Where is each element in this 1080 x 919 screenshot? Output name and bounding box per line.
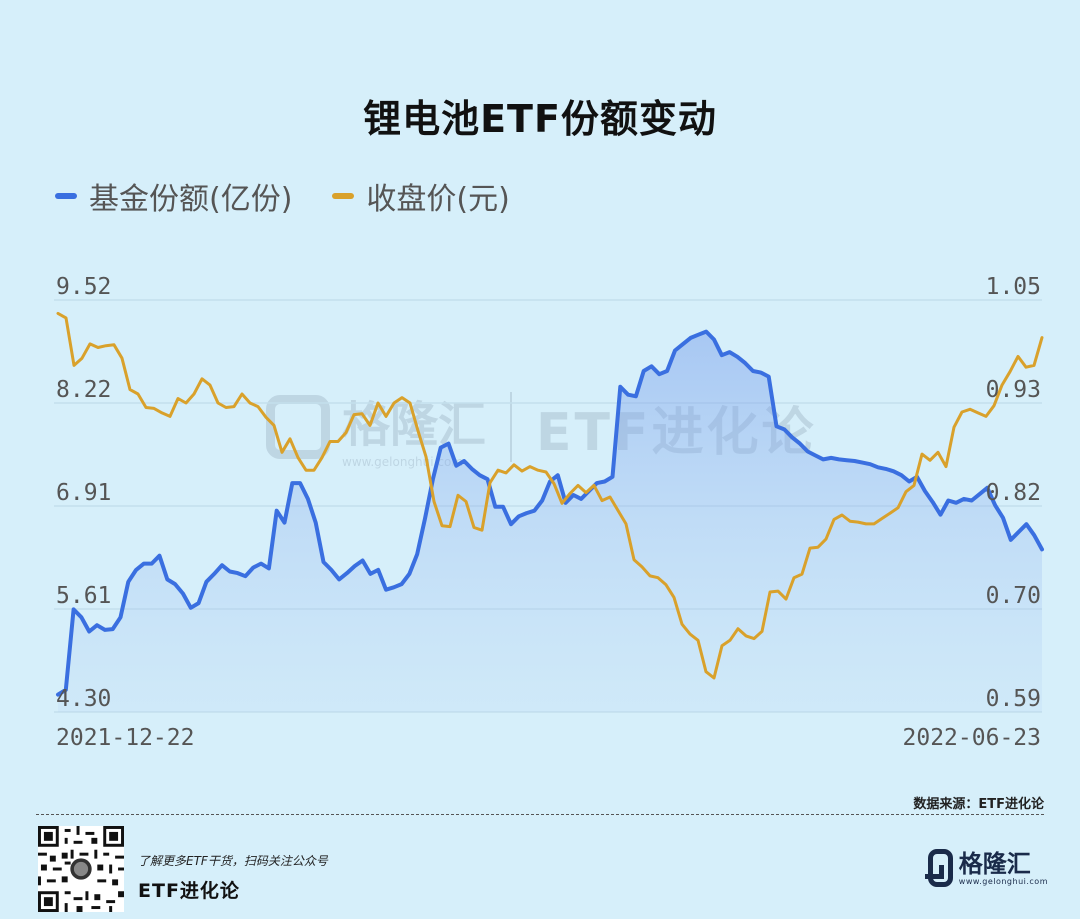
series-area-fill — [58, 331, 1042, 712]
axis-ticks: 9.52 1.05 8.22 0.93 6.91 0.82 5.61 0.70 4.30 0.59… — [56, 274, 1041, 751]
left-axis-tick-label: 4.30 — [56, 686, 111, 712]
series-line-fund-shares — [56, 329, 1044, 697]
series-line-close-price — [56, 311, 1044, 680]
logo-url: www.gelonghui.com — [958, 876, 1048, 886]
data-source: 数据来源：ETF进化论 — [913, 797, 1044, 812]
footer-divider — [36, 814, 1044, 815]
legend-swatch-blue — [55, 193, 77, 199]
chart-title: 锂电池ETF份额变动 — [363, 97, 717, 141]
legend-label-fund-shares: 基金份额(亿份) — [89, 182, 293, 217]
right-axis-tick-label: 0.59 — [986, 686, 1041, 712]
footer-brand: ETF进化论 — [138, 880, 240, 902]
qr-code-icon — [38, 826, 124, 912]
legend-label-close-price: 收盘价(元) — [366, 182, 510, 217]
series-area-fund-shares — [58, 331, 1042, 712]
right-axis-tick-label: 0.93 — [986, 377, 1041, 403]
left-axis-tick-label: 8.22 — [56, 377, 111, 403]
logo-name: 格隆汇 — [958, 849, 1031, 878]
left-axis-tick-label: 6.91 — [56, 480, 111, 506]
legend-item-fund-shares: 基金份额(亿份) — [55, 174, 292, 218]
right-axis-tick-label: 0.70 — [986, 583, 1041, 609]
footer-promo-text: 了解更多ETF干货，扫码关注公众号 — [138, 854, 328, 868]
left-axis-tick-label: 5.61 — [56, 583, 111, 609]
right-axis-tick-label: 1.05 — [986, 274, 1041, 300]
chart-legend: 基金份额(亿份) 收盘价(元) — [55, 174, 550, 218]
legend-item-close-price: 收盘价(元) — [332, 174, 510, 218]
legend-swatch-gold — [332, 193, 355, 199]
gelonghui-logo-icon — [924, 849, 953, 887]
x-axis-start-label: 2021-12-22 — [56, 725, 194, 751]
gelonghui-logo: 格隆汇 www.gelonghui.com — [924, 843, 1048, 893]
series-lines — [56, 311, 1044, 697]
left-axis-tick-label: 9.52 — [56, 274, 111, 300]
x-axis-end-label: 2022-06-23 — [903, 725, 1041, 751]
right-axis-tick-label: 0.82 — [986, 480, 1041, 506]
